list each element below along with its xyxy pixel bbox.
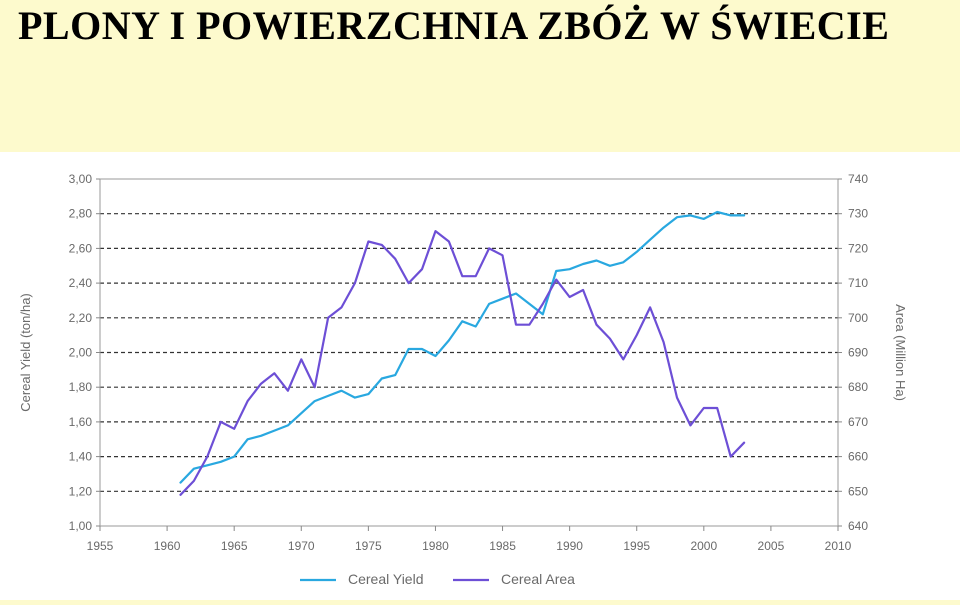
x-tick-label: 1990	[556, 539, 583, 553]
plot-frame	[99, 178, 839, 527]
y2-tick-label: 740	[848, 172, 868, 186]
y-tick-label: 2,00	[69, 346, 93, 360]
legend-label: Cereal Area	[501, 571, 575, 587]
x-tick-label: 2010	[825, 539, 852, 553]
y-tick-label: 2,60	[69, 241, 93, 255]
x-tick-label: 1960	[154, 539, 181, 553]
x-tick-label: 1955	[87, 539, 114, 553]
y2-tick-label: 690	[848, 346, 868, 360]
x-tick-label: 1975	[355, 539, 382, 553]
legend-label: Cereal Yield	[348, 571, 424, 587]
x-tick-label: 1970	[288, 539, 315, 553]
axes: 1,00 1,20 1,40 1,60 1,80 2,00 2,20 2,40 2,60 2,80…	[18, 172, 908, 553]
y2-tick-label: 700	[848, 311, 868, 325]
y-axis-title: Cereal Yield (ton/ha)	[18, 293, 33, 412]
y2-tick-label: 640	[848, 519, 868, 533]
y2-tick-label: 680	[848, 380, 868, 394]
y2-tick-label: 730	[848, 207, 868, 221]
y-tick-label: 1,40	[69, 450, 93, 464]
x-tick-label: 2000	[690, 539, 717, 553]
y-tick-label: 1,80	[69, 380, 93, 394]
y-tick-label: 1,00	[69, 519, 93, 533]
y-tick-label: 2,80	[69, 207, 93, 221]
series-line-1	[179, 210, 746, 484]
y-tick-label: 2,40	[69, 276, 93, 290]
x-tick-label: 1980	[422, 539, 449, 553]
x-tick-label: 1995	[623, 539, 650, 553]
y-tick-label: 2,20	[69, 311, 93, 325]
y-tick-label: 1,20	[69, 484, 93, 498]
y-tick-label: 3,00	[69, 172, 93, 186]
y2-tick-label: 720	[848, 241, 868, 255]
chart: 1,00 1,20 1,40 1,60 1,80 2,00 2,20 2,40 2,60 2,80…	[18, 172, 908, 587]
x-tick-label: 1985	[489, 539, 516, 553]
series-lines	[179, 210, 746, 496]
y2-tick-label: 710	[848, 276, 868, 290]
y2-tick-label: 660	[848, 450, 868, 464]
y2-axis-title: Area (Million Ha)	[893, 304, 908, 401]
x-tick-label: 1965	[221, 539, 248, 553]
y-tick-label: 1,60	[69, 415, 93, 429]
series-line-2	[179, 229, 746, 496]
chart-panel: 1,00 1,20 1,40 1,60 1,80 2,00 2,20 2,40 2,60 2,80…	[0, 152, 960, 600]
legend: Cereal Yield Cereal Area	[300, 571, 575, 587]
y2-tick-label: 650	[848, 484, 868, 498]
y2-tick-label: 670	[848, 415, 868, 429]
slide-title: PLONY I POWIERZCHNIA ZBÓŻ W ŚWIECIE	[18, 3, 890, 48]
x-tick-label: 2005	[758, 539, 785, 553]
